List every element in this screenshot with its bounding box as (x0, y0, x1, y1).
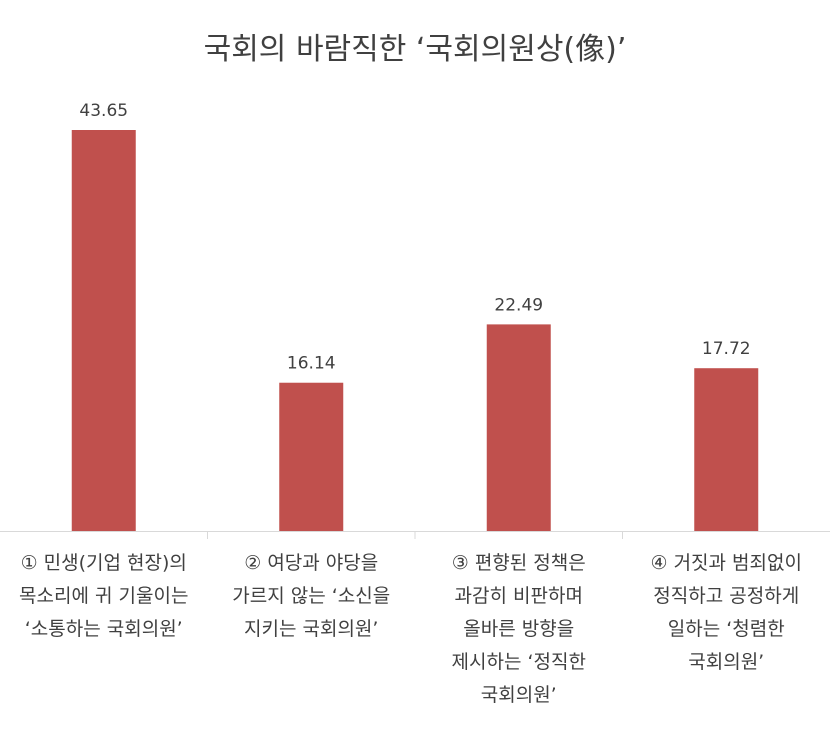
bar-4 (694, 368, 759, 531)
category-label-line: 올바른 방향을 (463, 618, 575, 640)
category-label-line: 제시하는 ‘정직한 (451, 651, 586, 673)
category-label-line: 정직하고 공정하게 (653, 585, 800, 607)
data-label-4: 17.72 (702, 339, 751, 359)
category-label-line: 목소리에 귀 기울이는 (19, 585, 189, 607)
category-label-line: 일하는 ‘청렴한 (667, 618, 785, 640)
data-label-1: 43.65 (79, 101, 128, 121)
category-label-line: ‘소통하는 국회의원’ (24, 618, 183, 640)
bar-3 (486, 324, 551, 531)
data-label-2: 16.14 (287, 354, 336, 374)
category-label-line: 국회의원’ (480, 684, 557, 706)
category-label-line: 지키는 국회의원’ (244, 618, 379, 640)
category-label-line: ② 여당과 야당을 (244, 552, 379, 574)
category-label-line: 가르지 않는 ‘소신을 (232, 585, 391, 607)
bar-2 (279, 382, 344, 531)
category-label-line: ① 민생(기업 현장)의 (20, 552, 187, 574)
category-label-line: 과감히 비판하며 (454, 585, 583, 607)
bar-1 (71, 130, 136, 531)
data-label-3: 22.49 (494, 295, 543, 315)
chart-title: 국회의 바람직한 ‘국회의원상(像)’ (203, 32, 627, 67)
category-label-line: ③ 편향된 정책은 (451, 552, 586, 574)
category-label-line: ④ 거짓과 범죄없이 (650, 552, 802, 574)
category-label-line: 국회의원’ (688, 651, 765, 673)
